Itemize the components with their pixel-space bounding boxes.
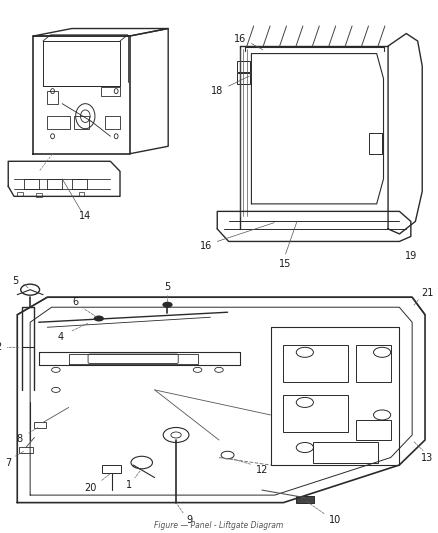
Text: 12: 12 (256, 465, 268, 475)
Text: 10: 10 (329, 515, 341, 525)
Text: 5: 5 (12, 276, 18, 286)
Text: 21: 21 (421, 288, 433, 298)
Text: 16: 16 (234, 34, 246, 44)
Text: 14: 14 (79, 212, 92, 221)
Text: 19: 19 (405, 252, 417, 262)
Text: 8: 8 (16, 434, 22, 444)
Text: 2: 2 (0, 342, 1, 352)
FancyBboxPatch shape (296, 496, 314, 503)
Text: Figure — Panel - Liftgate Diagram: Figure — Panel - Liftgate Diagram (154, 521, 284, 530)
Text: 5: 5 (164, 282, 171, 292)
Text: 7: 7 (6, 457, 12, 467)
Text: 9: 9 (186, 515, 192, 525)
Text: 6: 6 (72, 297, 78, 307)
Text: 20: 20 (84, 482, 96, 492)
Circle shape (94, 316, 104, 321)
Circle shape (162, 302, 173, 308)
Text: 18: 18 (211, 86, 223, 96)
Text: 4: 4 (57, 332, 63, 342)
Text: 15: 15 (279, 259, 292, 269)
Text: 1: 1 (126, 480, 132, 490)
Text: 13: 13 (421, 453, 433, 463)
Text: 16: 16 (200, 241, 212, 252)
